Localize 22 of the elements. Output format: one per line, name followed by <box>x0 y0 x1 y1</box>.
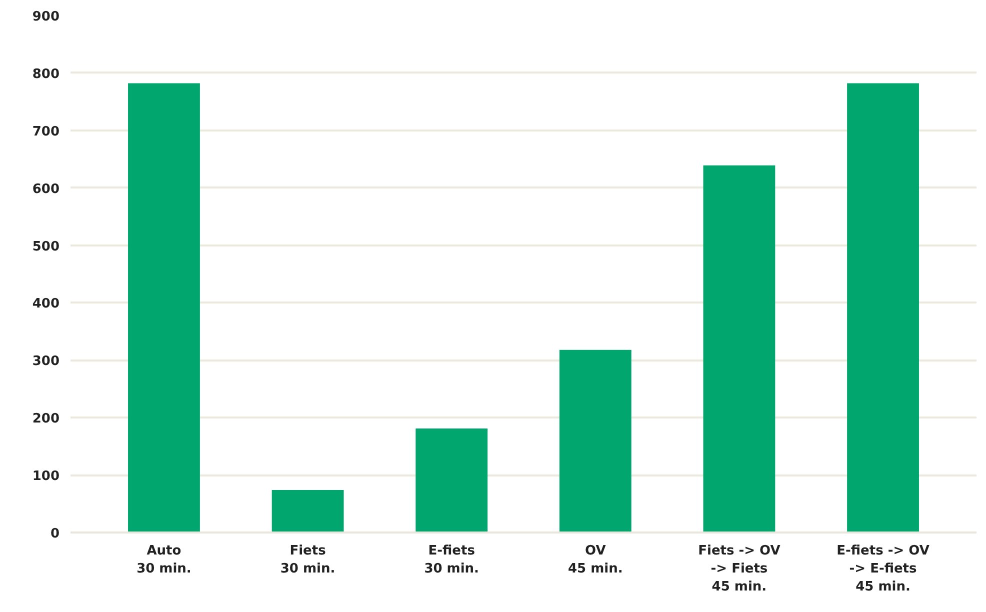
y-tick-label: 700 <box>32 124 60 140</box>
y-tick-label: 900 <box>32 10 60 24</box>
y-tick-label: 400 <box>32 296 60 312</box>
bar <box>847 83 919 532</box>
bar <box>128 83 200 532</box>
y-tick-label: 200 <box>32 412 60 427</box>
x-tick-label: OV 45 min. <box>568 544 623 576</box>
y-tick-label: 100 <box>32 469 60 484</box>
y-tick-label: 800 <box>32 66 60 82</box>
x-tick-label: Auto 30 min. <box>136 544 192 576</box>
y-tick-label: 0 <box>50 526 60 542</box>
x-tick-label: Fiets -> OV -> Fiets 45 min. <box>698 544 780 594</box>
y-tick-label: 600 <box>32 182 60 197</box>
bar <box>559 350 632 532</box>
bar <box>272 490 344 532</box>
x-tick-label: Fiets 30 min. <box>280 544 336 576</box>
y-tick-label: 300 <box>32 354 60 370</box>
x-tick-label: E-fiets -> OV -> E-fiets 45 min. <box>836 544 930 594</box>
bar <box>416 428 488 532</box>
x-tick-label: E-fiets 30 min. <box>424 544 479 576</box>
y-tick-label: 500 <box>32 239 60 254</box>
bar <box>703 165 776 532</box>
